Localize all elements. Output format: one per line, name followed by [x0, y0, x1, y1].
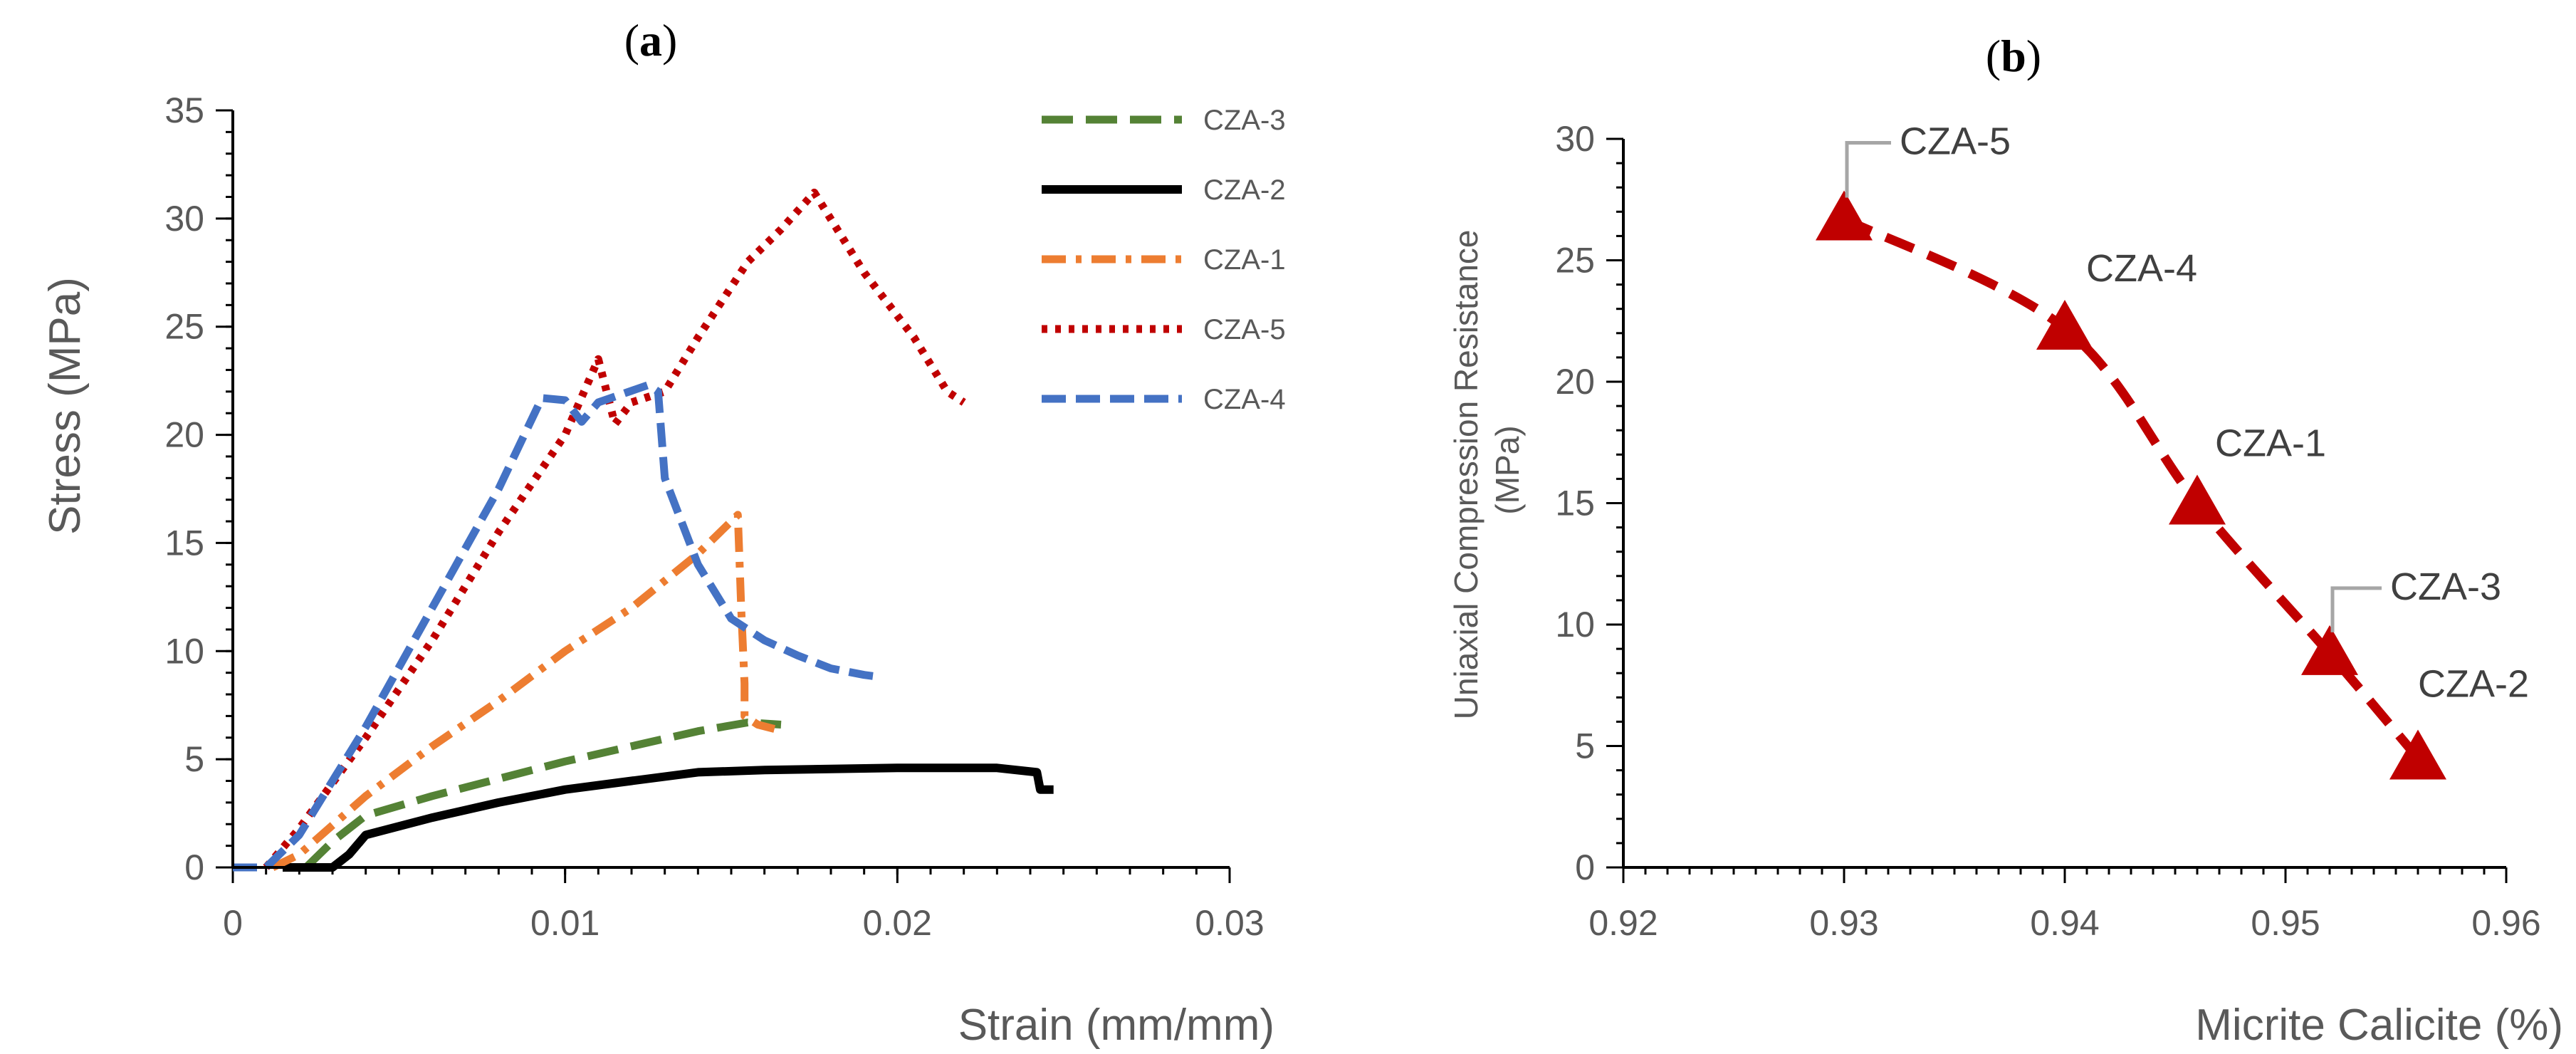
panel-b-markers: [1816, 190, 2446, 780]
point-label: CZA-2: [2418, 663, 2529, 706]
panel-a-x-tick-labels: 0 0.01 0.02 0.03: [223, 903, 1265, 943]
triangle-marker: [2301, 625, 2358, 675]
panel-a-y-axis-title: Stress (MPa): [41, 277, 90, 535]
point-label: CZA-4: [2086, 247, 2197, 290]
legend-entry: CZA-2: [1203, 174, 1286, 206]
legend-entry: CZA-3: [1203, 105, 1286, 136]
series-line-cza-1: [271, 511, 776, 871]
triangle-marker: [2169, 474, 2226, 525]
panel-b-x-axis-title: Micrite Calicite (%): [2195, 1001, 2563, 1050]
y-tick-label: 35: [164, 90, 204, 130]
compression-resistance-chart: (b) CZA-5 CZA-4 CZA-1 CZA-3 CZA-2 0 5 10 15 20 25…: [1447, 31, 2563, 1050]
stress-strain-chart: (a) 0 5 10 15 20 25 30 35 0 0.01 0.02 0.03 Strain …: [41, 15, 1286, 1050]
x-tick-label: 0.01: [530, 903, 600, 943]
panel-a-series: [233, 188, 1054, 872]
y-tick-label: 10: [164, 631, 204, 671]
panel-a-y-tick-labels: 0 5 10 15 20 25 30 35: [164, 90, 204, 887]
series-line-cza-3: [303, 719, 782, 870]
triangle-marker: [2036, 300, 2093, 350]
y-tick-label: 5: [184, 739, 204, 779]
y-tick-label: 15: [164, 523, 204, 563]
point-label: CZA-5: [1900, 120, 2011, 163]
label-leader-line: [1845, 141, 1891, 198]
y-tick-label: 25: [164, 307, 204, 347]
x-tick-label: 0: [223, 903, 243, 943]
point-label: CZA-3: [2390, 565, 2501, 608]
panel-b-point-labels: CZA-5 CZA-4 CZA-1 CZA-3 CZA-2: [1845, 120, 2529, 706]
panel-b-label: (b): [1986, 31, 2041, 81]
panel-a-x-axis-title: Strain (mm/mm): [958, 1001, 1274, 1050]
panel-b-x-tick-labels: 0.92 0.93 0.94 0.95 0.96: [1588, 903, 2540, 943]
y-tick-label: 30: [164, 199, 204, 239]
y-tick-label: 0: [1575, 847, 1595, 887]
y-tick-label: 5: [1575, 726, 1595, 766]
legend-entry: CZA-4: [1203, 384, 1286, 415]
panel-b-y-tick-labels: 0 5 10 15 20 25 30: [1555, 119, 1595, 887]
x-tick-label: 0.03: [1195, 903, 1264, 943]
label-leader-line: [2330, 586, 2382, 632]
legend-entry: CZA-1: [1203, 244, 1286, 276]
y-tick-label: 20: [1555, 362, 1595, 402]
series-line-cza-5: [263, 188, 966, 870]
panel-b-ticks: [1606, 137, 2508, 883]
x-tick-label: 0.95: [2251, 903, 2320, 943]
triangle-marker: [2389, 729, 2446, 780]
y-tick-label: 0: [184, 847, 204, 887]
x-tick-label: 0.93: [1809, 903, 1878, 943]
y-tick-label: 30: [1555, 119, 1595, 159]
point-label: CZA-1: [2215, 422, 2326, 465]
y-tick-label: 25: [1555, 241, 1595, 281]
y-tick-label: 15: [1555, 484, 1595, 523]
x-tick-label: 0.02: [863, 903, 932, 943]
panel-a-legend: CZA-3 CZA-2 CZA-1 CZA-5 CZA-4: [1042, 105, 1286, 415]
legend-entry: CZA-5: [1203, 314, 1286, 345]
x-tick-label: 0.96: [2471, 903, 2540, 943]
x-tick-label: 0.94: [2030, 903, 2099, 943]
y-tick-label: 20: [164, 415, 204, 455]
panel-a-label: (a): [624, 15, 678, 66]
triangle-marker: [1816, 190, 1873, 241]
y-tick-label: 10: [1555, 605, 1595, 645]
x-tick-label: 0.92: [1588, 903, 1658, 943]
panel-b-trend-line: [1842, 214, 2421, 761]
panel-b-y-axis-title: Uniaxial Compression Resistance (MPa): [1447, 221, 1526, 720]
series-line-cza-2: [283, 763, 1054, 872]
series-line-cza-4: [233, 381, 881, 872]
